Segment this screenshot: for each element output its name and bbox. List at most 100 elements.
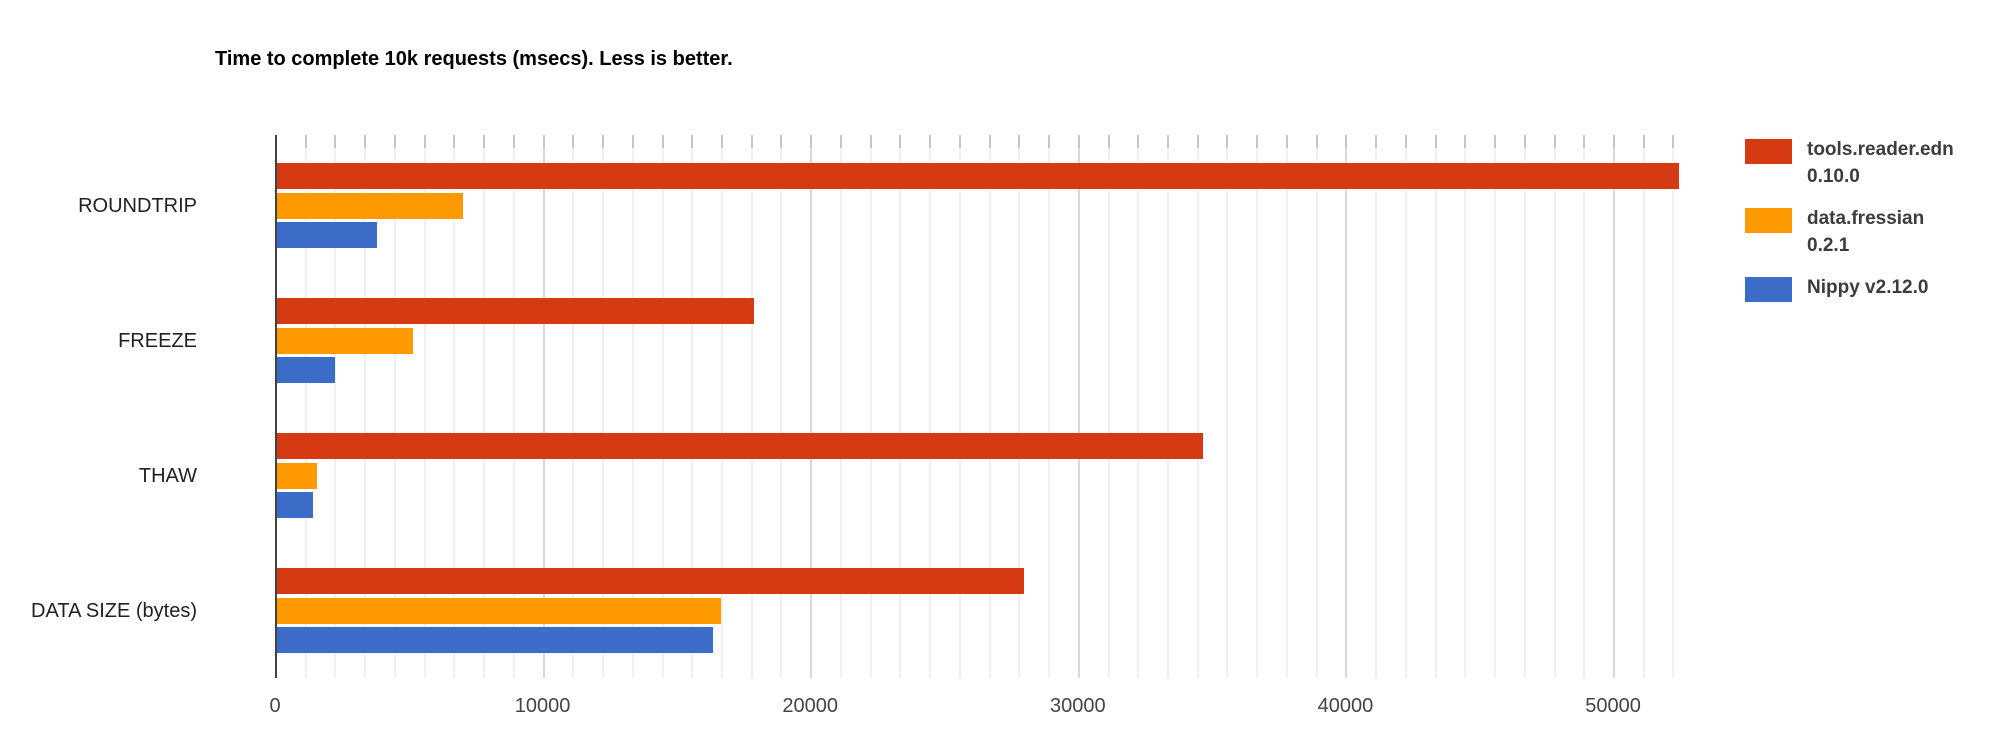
axis-tick-mark — [780, 135, 783, 148]
minor-gridline — [1285, 135, 1288, 678]
minor-gridline — [1464, 135, 1467, 678]
axis-tick-mark — [1583, 135, 1586, 148]
bar-data-size-bytes-data-fressian-0-2-1[interactable] — [277, 597, 722, 624]
legend-entry-tools-reader-edn-0-10-0[interactable]: tools.reader.edn 0.10.0 — [1745, 136, 1954, 190]
legend-label: Nippy v2.12.0 — [1807, 274, 1928, 301]
minor-gridline — [602, 135, 605, 678]
axis-tick-mark — [810, 135, 813, 148]
legend-label-line: Nippy v2.12.0 — [1807, 277, 1929, 298]
axis-tick-mark — [1613, 135, 1616, 148]
minor-gridline — [1256, 135, 1259, 678]
minor-gridline — [631, 135, 634, 678]
legend-swatch — [1745, 139, 1792, 164]
minor-gridline — [1642, 135, 1645, 678]
minor-gridline — [780, 135, 783, 678]
axis-tick-mark — [453, 135, 456, 148]
minor-gridline — [304, 135, 307, 678]
axis-tick-mark — [1048, 135, 1051, 148]
axis-tick-mark — [1107, 135, 1110, 148]
axis-tick-mark — [1553, 135, 1556, 148]
legend-label-line: 0.10.0 — [1807, 166, 1860, 187]
bar-roundtrip-nippy-v2-12-0[interactable] — [277, 222, 378, 248]
x-axis-tick-label: 30000 — [1050, 695, 1106, 717]
axis-tick-mark — [572, 135, 575, 148]
y-axis-baseline — [275, 135, 277, 678]
axis-tick-mark — [661, 135, 664, 148]
bar-freeze-nippy-v2-12-0[interactable] — [277, 357, 336, 383]
legend-entry-nippy-v2-12-0[interactable]: Nippy v2.12.0 — [1745, 274, 1928, 302]
axis-tick-mark — [750, 135, 753, 148]
axis-tick-mark — [364, 135, 367, 148]
minor-gridline — [453, 135, 456, 678]
minor-gridline — [839, 135, 842, 678]
axis-tick-mark — [1018, 135, 1021, 148]
axis-tick-mark — [691, 135, 694, 148]
axis-tick-mark — [958, 135, 961, 148]
minor-gridline — [869, 135, 872, 678]
x-axis-tick-label: 40000 — [1317, 695, 1374, 717]
bar-freeze-tools-reader-edn-0-10-0[interactable] — [277, 298, 755, 324]
legend-entry-data-fressian-0-2-1[interactable]: data.fressian 0.2.1 — [1745, 205, 1924, 259]
minor-gridline — [958, 135, 961, 678]
axis-tick-mark — [899, 135, 902, 148]
legend-label-line: tools.reader.edn — [1807, 139, 1954, 160]
minor-gridline — [899, 135, 902, 678]
minor-gridline — [721, 135, 723, 678]
axis-tick-mark — [631, 135, 634, 148]
legend-swatch — [1745, 277, 1792, 302]
axis-tick-mark — [721, 135, 723, 148]
bar-data-size-bytes-tools-reader-edn-0-10-0[interactable] — [277, 568, 1024, 594]
legend-label-line: 0.2.1 — [1807, 235, 1850, 256]
plot-area — [275, 135, 1700, 678]
axis-tick-mark — [1167, 135, 1170, 148]
axis-tick-mark — [1315, 135, 1318, 148]
x-axis-tick-label: 10000 — [514, 695, 571, 717]
minor-gridline — [1107, 135, 1110, 678]
category-label-roundtrip: ROUNDTRIP — [78, 194, 197, 217]
minor-gridline — [1137, 135, 1140, 678]
minor-gridline — [423, 135, 426, 678]
axis-tick-mark — [1523, 135, 1526, 148]
legend-swatch — [1745, 208, 1792, 233]
axis-tick-mark — [1494, 135, 1497, 148]
axis-tick-mark — [334, 135, 337, 148]
chart-title: Time to complete 10k requests (msecs). L… — [215, 48, 733, 70]
bar-roundtrip-tools-reader-edn-0-10-0[interactable] — [277, 163, 1680, 189]
major-gridline — [1077, 135, 1080, 678]
bar-roundtrip-data-fressian-0-2-1[interactable] — [277, 192, 463, 219]
minor-gridline — [1523, 135, 1526, 678]
minor-gridline — [1434, 135, 1437, 678]
minor-gridline — [988, 135, 991, 678]
legend-label: data.fressian 0.2.1 — [1807, 205, 1924, 259]
axis-tick-mark — [423, 135, 426, 148]
minor-gridline — [1553, 135, 1556, 678]
axis-tick-mark — [1196, 135, 1199, 148]
axis-tick-mark — [1464, 135, 1467, 148]
bar-thaw-data-fressian-0-2-1[interactable] — [277, 462, 318, 489]
axis-tick-mark — [602, 135, 605, 148]
category-label-data-size-bytes: DATA SIZE (bytes) — [31, 599, 197, 622]
minor-gridline — [1018, 135, 1021, 678]
x-axis-tick-label: 0 — [269, 695, 281, 717]
bar-freeze-data-fressian-0-2-1[interactable] — [277, 327, 413, 354]
minor-gridline — [1196, 135, 1199, 678]
minor-gridline — [1048, 135, 1051, 678]
axis-tick-mark — [1137, 135, 1140, 148]
minor-gridline — [1226, 135, 1229, 678]
minor-gridline — [483, 135, 486, 678]
minor-gridline — [661, 135, 664, 678]
minor-gridline — [1375, 135, 1378, 678]
major-gridline — [810, 135, 813, 678]
minor-gridline — [1672, 135, 1675, 678]
axis-tick-mark — [483, 135, 486, 148]
minor-gridline — [512, 135, 515, 678]
axis-tick-mark — [988, 135, 991, 148]
bar-thaw-nippy-v2-12-0[interactable] — [277, 492, 313, 518]
x-axis-tick-label: 20000 — [782, 695, 839, 717]
bar-thaw-tools-reader-edn-0-10-0[interactable] — [277, 433, 1203, 459]
bar-data-size-bytes-nippy-v2-12-0[interactable] — [277, 627, 714, 653]
minor-gridline — [929, 135, 932, 678]
minor-gridline — [1315, 135, 1318, 678]
minor-gridline — [1583, 135, 1586, 678]
